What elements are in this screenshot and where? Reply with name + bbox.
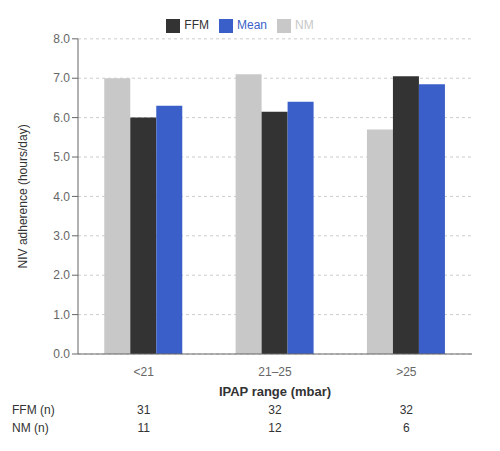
svg-text:FFM (n): FFM (n) — [12, 403, 55, 417]
svg-text:4.0: 4.0 — [53, 190, 70, 204]
svg-text:5.0: 5.0 — [53, 150, 70, 164]
svg-text:6: 6 — [403, 421, 410, 435]
svg-text:31: 31 — [137, 403, 151, 417]
html-text:Mean: Mean — [237, 18, 267, 32]
svg-text:11: 11 — [137, 421, 150, 435]
svg-text:NIV adherence (hours/day): NIV adherence (hours/day) — [16, 124, 30, 268]
svg-text:32: 32 — [268, 403, 282, 417]
svg-text:NM (n): NM (n) — [12, 421, 49, 435]
svg-text:7.0: 7.0 — [53, 71, 70, 85]
svg-text:2.0: 2.0 — [53, 268, 70, 282]
svg-text:6.0: 6.0 — [53, 111, 70, 125]
svg-text:1.0: 1.0 — [53, 308, 70, 322]
svg-text:IPAP range (mbar): IPAP range (mbar) — [219, 384, 331, 399]
svg-text:12: 12 — [268, 421, 282, 435]
svg-text:21–25: 21–25 — [258, 365, 292, 379]
svg-text:0.0: 0.0 — [53, 347, 70, 361]
svg-text:<21: <21 — [133, 365, 154, 379]
html-text:FFM: FFM — [184, 18, 209, 32]
svg-text:>25: >25 — [396, 365, 417, 379]
html-text:NM: NM — [295, 18, 314, 32]
svg-text:8.0: 8.0 — [53, 32, 70, 46]
svg-text:3.0: 3.0 — [53, 229, 70, 243]
svg-text:32: 32 — [400, 403, 414, 417]
